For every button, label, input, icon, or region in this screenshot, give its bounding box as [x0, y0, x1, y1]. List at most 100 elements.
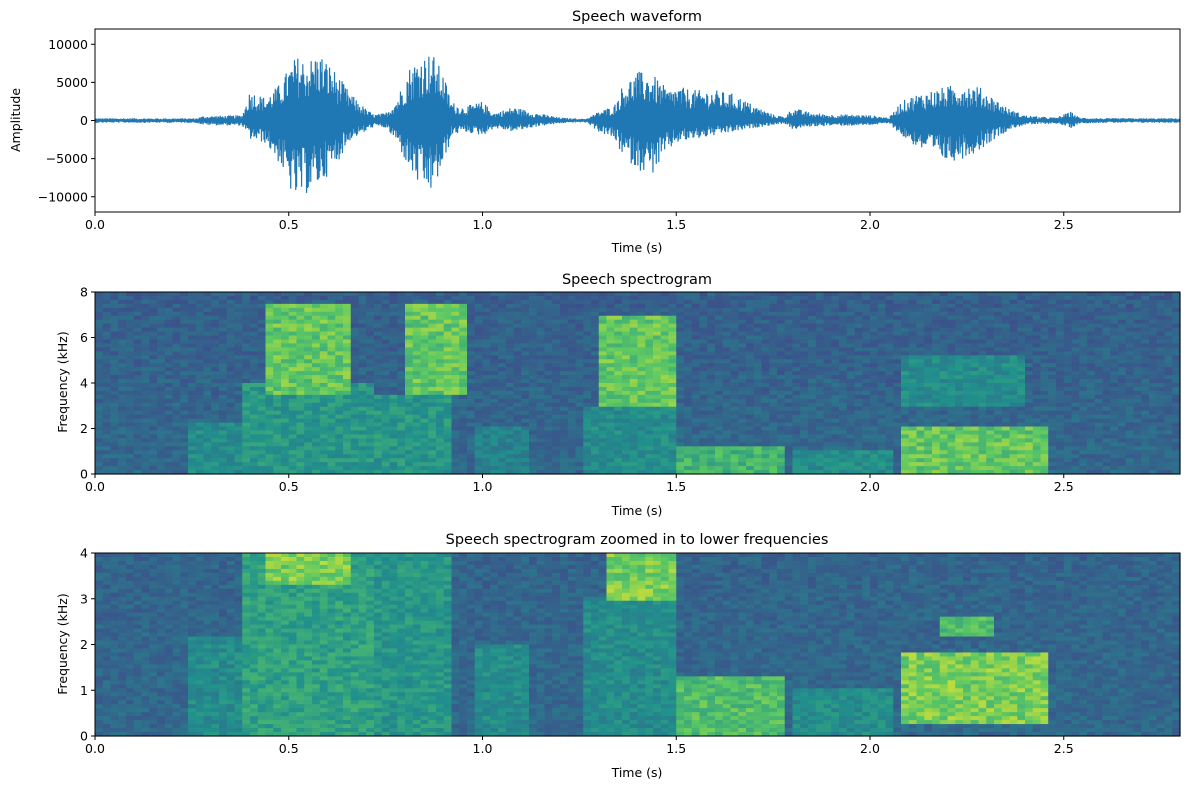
spectrogram-cell: [498, 418, 507, 424]
spectrogram-cell: [327, 363, 336, 368]
spectrogram-cell: [777, 458, 786, 463]
spectrogram-cell: [467, 307, 476, 313]
spectrogram-cell: [583, 454, 592, 459]
spectrogram-cell: [273, 462, 282, 467]
spectrogram-cell: [102, 402, 112, 408]
spectrogram-cell: [428, 339, 437, 345]
spectrogram-cell: [141, 327, 150, 333]
spectrogram-cell: [808, 410, 817, 416]
spectrogram-cell: [738, 363, 747, 368]
spectrogram-cell: [916, 426, 925, 432]
spectrogram-cell: [296, 438, 305, 443]
spectrogram-cell: [622, 307, 631, 313]
spectrogram-cell: [870, 450, 879, 455]
spectrogram-cell: [226, 383, 236, 388]
spectrogram-cell: [459, 327, 468, 333]
spectrogram-cell: [436, 311, 445, 317]
spectrogram-cell: [180, 299, 189, 305]
spectrogram-cell: [839, 386, 848, 392]
spectrogram-cell: [343, 414, 352, 420]
spectrogram-cell: [288, 414, 298, 420]
spectrogram-cell: [877, 450, 887, 455]
spectrogram-cell: [211, 446, 220, 451]
spectrogram-cell: [180, 442, 189, 447]
spectrogram-cell: [560, 295, 569, 301]
spectrogram-cell: [815, 434, 825, 439]
spectrogram-cell: [653, 450, 662, 455]
spectrogram-cell: [296, 355, 305, 360]
spectrogram-cell: [358, 410, 367, 416]
spectrogram-cell: [412, 299, 422, 305]
spectrogram-cell: [490, 347, 499, 352]
spectrogram-cell: [234, 347, 243, 352]
spectrogram-cell: [374, 466, 383, 471]
spectrogram-cell: [343, 351, 352, 356]
spectrogram-cell: [544, 327, 553, 333]
spectrogram-cell: [653, 470, 662, 475]
spectrogram-cell: [567, 307, 577, 313]
spectrogram-cell: [676, 367, 685, 372]
spectrogram-cell: [281, 355, 290, 360]
spectrogram-cell: [366, 410, 375, 416]
spectrogram-cell: [257, 367, 267, 372]
spectrogram-cell: [126, 430, 135, 436]
spectrogram-cell: [110, 446, 119, 451]
spectrogram-cell: [126, 351, 135, 356]
spectrogram-cell: [916, 438, 925, 443]
spectrogram-cell: [157, 379, 166, 384]
spectrogram-cell: [242, 466, 251, 471]
spectrogram-cell: [684, 331, 693, 337]
spectrogram-cell: [761, 371, 770, 376]
spectrogram-cell: [366, 327, 375, 333]
spectrogram-cell: [715, 430, 724, 436]
spectrogram-cell: [722, 319, 732, 325]
spectrogram-cell: [544, 343, 553, 348]
spectrogram-cell: [219, 454, 228, 459]
spectrogram-cell: [164, 394, 174, 400]
spectrogram-cell: [792, 430, 801, 436]
spectrogram-cell: [451, 351, 460, 356]
spectrogram-cell: [536, 351, 546, 356]
spectrogram-cell: [637, 410, 646, 416]
waveform-title: Speech waveform: [572, 9, 702, 25]
spectrogram-cell: [668, 307, 677, 313]
spectrogram-cell: [753, 331, 763, 337]
spectrogram-cell: [250, 466, 259, 471]
spectrogram-cell: [792, 319, 801, 325]
spectrogram-cell: [141, 446, 150, 451]
spectrogram-cell: [862, 311, 871, 317]
spectrogram-cell: [188, 438, 197, 443]
spectrogram-cell: [126, 383, 135, 388]
spectrogram-cell: [288, 438, 298, 443]
spectrogram-cell: [901, 355, 910, 360]
spectrogram-cell: [172, 343, 181, 348]
spectrogram-cell: [180, 347, 189, 352]
spectrogram-cell: [637, 458, 646, 463]
spectrogram-cell: [707, 398, 716, 404]
spectrogram-cell: [211, 323, 220, 329]
spectrogram-cell: [730, 414, 739, 420]
spectrogram-cell: [854, 351, 863, 356]
spectrogram-cell: [536, 414, 546, 420]
spectrogram-cell: [234, 355, 243, 360]
spectrogram-cell: [219, 323, 228, 329]
spectrogram-cell: [707, 454, 716, 459]
spectrogram-cell: [374, 331, 383, 337]
spectrogram-cell: [823, 299, 832, 305]
spectrogram-cell: [250, 398, 259, 404]
spectrogram-cell: [885, 414, 894, 420]
spectrogram-cell: [637, 418, 646, 424]
spectrogram-cell: [203, 339, 212, 345]
spectrogram-cell: [428, 307, 437, 313]
spectrogram-cell: [753, 462, 763, 467]
spectrogram-cell: [312, 343, 321, 348]
spectrogram-cell: [707, 434, 716, 439]
spectrogram-cell: [366, 367, 375, 372]
spectrogram-cell: [846, 319, 856, 325]
spectrogram-cell: [188, 315, 197, 321]
spectrogram-cell: [312, 367, 321, 372]
spectrogram-cell: [862, 386, 871, 392]
spectrogram-cell: [699, 406, 708, 412]
spectrogram-cell: [157, 292, 166, 297]
spectrogram-cell: [753, 434, 763, 439]
